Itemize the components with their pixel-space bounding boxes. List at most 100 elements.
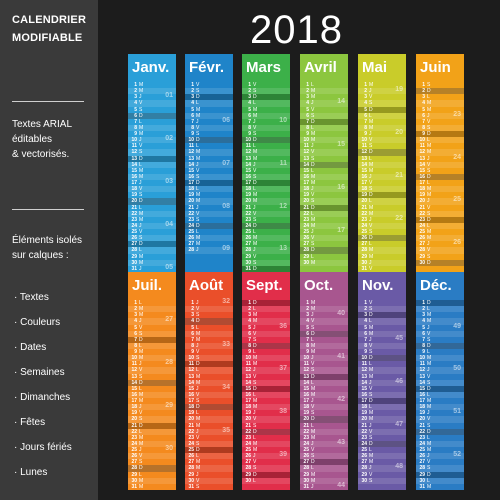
day-row: 21 S bbox=[242, 423, 290, 429]
day-number: 13 bbox=[131, 155, 137, 162]
sunday-stripe bbox=[128, 379, 176, 386]
day-row: 15 J bbox=[185, 386, 233, 392]
weekday-letter: J bbox=[139, 361, 142, 368]
day-number: 23 bbox=[361, 434, 367, 441]
sunday-stripe bbox=[185, 361, 233, 368]
day-number: 15 bbox=[361, 167, 367, 174]
month-4: Avril 1 L 2 M 3 M 4 J 5 V 6 S 7 D 8 L 9 M 10 M 11 J 12 V 13 S 14 D 15… bbox=[300, 54, 348, 272]
day-number: 7 bbox=[306, 118, 309, 125]
day-number: 3 bbox=[422, 312, 425, 319]
weekday-letter: S bbox=[196, 483, 200, 490]
weekday-letter: L bbox=[369, 155, 372, 162]
day-number: 19 bbox=[131, 192, 137, 199]
week-number: 20 bbox=[395, 129, 403, 137]
weekday-letter: S bbox=[253, 173, 257, 180]
day-number: 24 bbox=[131, 222, 137, 229]
week-number: 33 bbox=[222, 340, 230, 348]
day-number: 2 bbox=[422, 88, 425, 95]
day-row: 18 V bbox=[128, 186, 176, 192]
day-row: 31 M bbox=[128, 484, 176, 490]
day-row: 10 D bbox=[242, 137, 290, 143]
day-number: 26 bbox=[131, 235, 137, 242]
day-number: 17 bbox=[303, 398, 309, 405]
day-number: 11 bbox=[188, 361, 194, 368]
day-row: 14 D bbox=[128, 380, 176, 386]
day-number: 28 bbox=[188, 247, 194, 254]
day-number: 6 bbox=[191, 330, 194, 337]
weekday-letter: V bbox=[196, 167, 200, 174]
day-row: 10 J bbox=[300, 355, 348, 361]
day-stripe bbox=[128, 198, 176, 205]
weekday-letter: S bbox=[139, 416, 143, 423]
day-stripe bbox=[416, 198, 464, 205]
weekday-letter: V bbox=[369, 385, 373, 392]
weekday-letter: V bbox=[427, 416, 431, 423]
day-number: 30 bbox=[419, 477, 425, 484]
weekday-letter: M bbox=[196, 422, 201, 429]
day-number: 31 bbox=[303, 483, 309, 490]
day-number: 28 bbox=[188, 465, 194, 472]
day-number: 28 bbox=[361, 465, 367, 472]
weekday-letter: S bbox=[196, 173, 200, 180]
weekday-letter: D bbox=[311, 247, 315, 254]
day-row: 24 L bbox=[416, 223, 464, 229]
month-days: 1 M 2 M 3 J 4 V 5 S 6 D 7 L 8 M 9 M 10 J 11 V 12 S 13 D 14 L 15 M 16 M 1… bbox=[128, 82, 176, 272]
day-number: 21 bbox=[131, 422, 137, 429]
day-number: 30 bbox=[361, 477, 367, 484]
day-number: 9 bbox=[364, 131, 367, 138]
day-stripe bbox=[416, 186, 464, 193]
sunday-stripe bbox=[128, 155, 176, 162]
day-row: 23 M bbox=[128, 217, 176, 223]
weekday-letter: S bbox=[369, 306, 373, 313]
day-row: 20 M bbox=[242, 198, 290, 204]
day-stripe bbox=[416, 259, 464, 266]
sidebar-text-arial: Textes ARIAL bbox=[12, 119, 73, 130]
day-number: 17 bbox=[188, 398, 194, 405]
day-row: 16 L bbox=[416, 392, 464, 398]
day-number: 4 bbox=[364, 318, 367, 325]
day-number: 27 bbox=[245, 241, 251, 248]
day-number: 17 bbox=[303, 180, 309, 187]
day-stripe bbox=[416, 306, 464, 313]
weekday-letter: M bbox=[253, 312, 258, 319]
weekday-letter: V bbox=[311, 192, 315, 199]
day-number: 21 bbox=[419, 422, 425, 429]
day-row: 15 M bbox=[300, 386, 348, 392]
day-number: 17 bbox=[361, 180, 367, 187]
day-stripe bbox=[185, 198, 233, 205]
weekday-letter: M bbox=[196, 379, 201, 386]
weekday-letter: S bbox=[311, 324, 315, 331]
weekday-letter: M bbox=[253, 155, 258, 162]
day-stripe bbox=[128, 379, 176, 386]
weekday-letter: L bbox=[139, 247, 142, 254]
weekday-letter: D bbox=[139, 379, 143, 386]
week-number: 23 bbox=[453, 110, 461, 118]
month-name: Févr. bbox=[189, 59, 225, 76]
day-number: 3 bbox=[364, 312, 367, 319]
day-number: 14 bbox=[245, 379, 251, 386]
day-row: 11 M bbox=[416, 361, 464, 367]
day-number: 29 bbox=[419, 253, 425, 260]
day-number: 2 bbox=[191, 306, 194, 313]
weekday-letter: M bbox=[253, 198, 258, 205]
weekday-letter: M bbox=[253, 447, 258, 454]
day-number: 20 bbox=[419, 416, 425, 423]
day-row: 31 D bbox=[242, 266, 290, 272]
weekday-letter: L bbox=[427, 349, 430, 356]
day-stripe bbox=[242, 186, 290, 193]
day-row: 25 D bbox=[185, 447, 233, 453]
day-row: 23 M bbox=[300, 217, 348, 223]
day-row: 27 S bbox=[128, 459, 176, 465]
day-stripe bbox=[300, 100, 348, 107]
day-row: 20 M bbox=[358, 416, 406, 422]
day-row: 26 J bbox=[242, 453, 290, 459]
